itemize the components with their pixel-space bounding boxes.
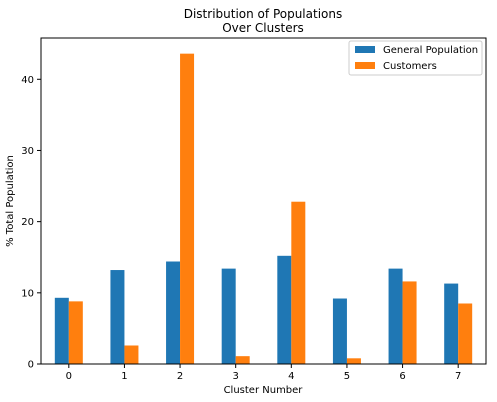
bar-general-population-cluster-0: [54, 297, 69, 364]
bars-group: [54, 53, 473, 364]
x-tick-label-3: 3: [233, 371, 239, 382]
bar-customers-cluster-3: [235, 356, 250, 364]
bar-customers-cluster-4: [291, 201, 306, 364]
legend-swatch-general-population: [355, 46, 375, 53]
bar-general-population-cluster-1: [110, 270, 125, 364]
y-tick-label-20: 20: [21, 217, 34, 228]
bar-general-population-cluster-7: [444, 283, 459, 364]
chart-title-line-2: Over Clusters: [222, 21, 304, 35]
x-tick-label-6: 6: [399, 371, 405, 382]
bar-customers-cluster-1: [124, 345, 139, 364]
bar-general-population-cluster-6: [388, 268, 403, 364]
y-tick-label-10: 10: [21, 288, 34, 299]
x-tick-label-5: 5: [344, 371, 350, 382]
legend-label-general-population: General Population: [383, 45, 478, 56]
x-tick-label-2: 2: [177, 371, 183, 382]
y-tick-label-0: 0: [28, 360, 34, 371]
y-tick-label-30: 30: [21, 146, 34, 157]
bar-general-population-cluster-3: [221, 268, 236, 364]
chart-title-line-1: Distribution of Populations: [184, 7, 343, 21]
legend-box: [348, 40, 483, 76]
x-tick-label-7: 7: [455, 371, 461, 382]
y-tick-label-40: 40: [21, 75, 34, 86]
legend-swatch-customers: [355, 62, 375, 69]
x-axis-ticks: 0 1 2 3 4 5 6 7: [66, 364, 461, 382]
bar-customers-cluster-2: [180, 53, 195, 364]
legend: General Population Customers: [348, 40, 483, 76]
bar-customers-cluster-5: [346, 358, 361, 364]
bar-general-population-cluster-2: [166, 261, 181, 364]
bar-customers-cluster-0: [68, 301, 83, 364]
y-axis-label: % Total Population: [5, 155, 16, 247]
x-axis-label: Cluster Number: [224, 385, 304, 396]
y-axis-ticks: 0 10 20 30 40: [21, 75, 41, 371]
bar-customers-cluster-7: [458, 303, 473, 364]
legend-label-customers: Customers: [383, 61, 437, 72]
x-tick-label-1: 1: [121, 371, 127, 382]
x-tick-label-0: 0: [66, 371, 72, 382]
bar-general-population-cluster-5: [332, 298, 347, 364]
bar-general-population-cluster-4: [277, 255, 292, 364]
bar-customers-cluster-6: [402, 281, 417, 364]
plot-frame: [40, 37, 487, 365]
x-tick-label-4: 4: [288, 371, 294, 382]
